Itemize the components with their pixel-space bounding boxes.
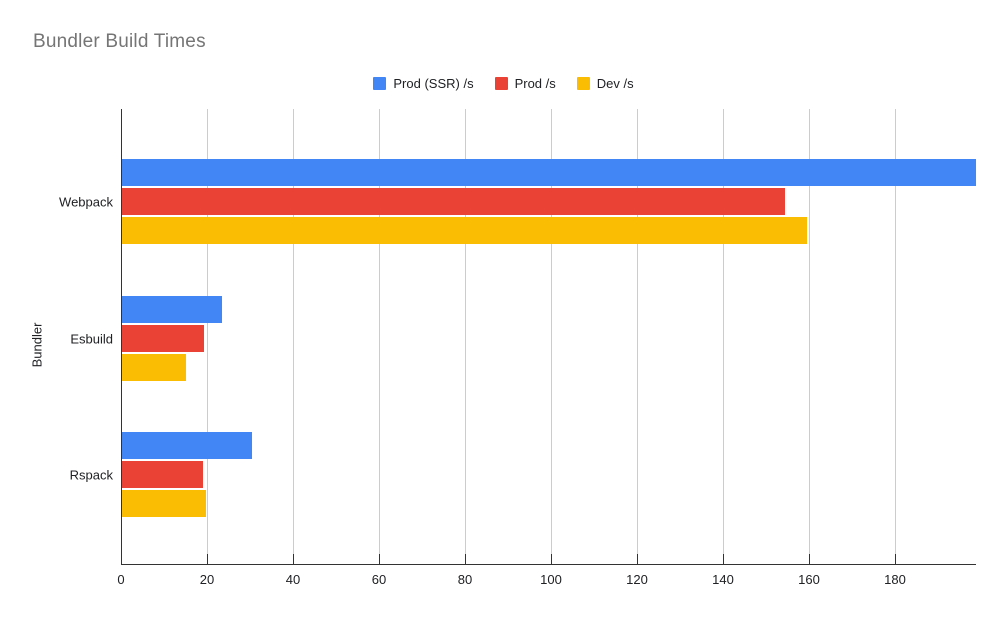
category-label: Esbuild: [70, 331, 113, 346]
legend-label: Prod /s: [514, 75, 556, 91]
x-tick-label: 120: [626, 572, 648, 587]
legend-item: Dev /s: [576, 75, 634, 91]
axis-tick: [293, 554, 294, 565]
x-tick-label: 180: [884, 572, 906, 587]
gridline: [809, 109, 810, 565]
gridline: [465, 109, 466, 565]
axis-tick: [637, 554, 638, 565]
bar: [122, 188, 785, 215]
axis-tick: [895, 554, 896, 565]
x-tick-label: 40: [285, 572, 301, 587]
gridline: [207, 109, 208, 565]
y-axis-title: Bundler: [29, 322, 45, 368]
gridline: [379, 109, 380, 565]
axis-tick: [809, 554, 810, 565]
legend-label: Dev /s: [596, 75, 634, 91]
x-tick-label: 160: [798, 572, 820, 587]
x-tick-label: 60: [371, 572, 387, 587]
gridline: [637, 109, 638, 565]
bar: [122, 159, 976, 186]
x-tick-label: 0: [117, 572, 125, 587]
legend: Prod (SSR) /s Prod /s Dev /s: [0, 75, 1007, 91]
gridline: [551, 109, 552, 565]
x-tick-label: 140: [712, 572, 734, 587]
bar: [122, 217, 807, 244]
gridline: [895, 109, 896, 565]
bar: [122, 354, 186, 381]
legend-swatch-icon: [373, 76, 387, 90]
legend-item: Prod (SSR) /s: [373, 75, 474, 91]
legend-item: Prod /s: [494, 75, 556, 91]
bar: [122, 432, 252, 459]
x-tick-label: 80: [457, 572, 473, 587]
bar: [122, 461, 203, 488]
plot-area: [121, 109, 976, 565]
legend-swatch-icon: [494, 76, 508, 90]
axis-tick: [551, 554, 552, 565]
x-tick-label: 100: [540, 572, 562, 587]
bar: [122, 296, 222, 323]
legend-swatch-icon: [576, 76, 590, 90]
bar: [122, 490, 206, 517]
gridline: [293, 109, 294, 565]
axis-tick: [723, 554, 724, 565]
x-axis-line: [121, 564, 976, 565]
axis-tick: [465, 554, 466, 565]
x-axis-tick-labels: 0 20 40 60 80 100 120 140 160 180: [0, 572, 1007, 588]
y-axis-line: [121, 109, 122, 565]
gridline: [723, 109, 724, 565]
legend-label: Prod (SSR) /s: [393, 75, 474, 91]
category-label: Rspack: [69, 467, 113, 482]
chart-title: Bundler Build Times: [33, 31, 206, 52]
axis-tick: [379, 554, 380, 565]
x-tick-label: 20: [199, 572, 215, 587]
bar: [122, 325, 204, 352]
axis-tick: [207, 554, 208, 565]
category-label: Webpack: [59, 194, 113, 209]
